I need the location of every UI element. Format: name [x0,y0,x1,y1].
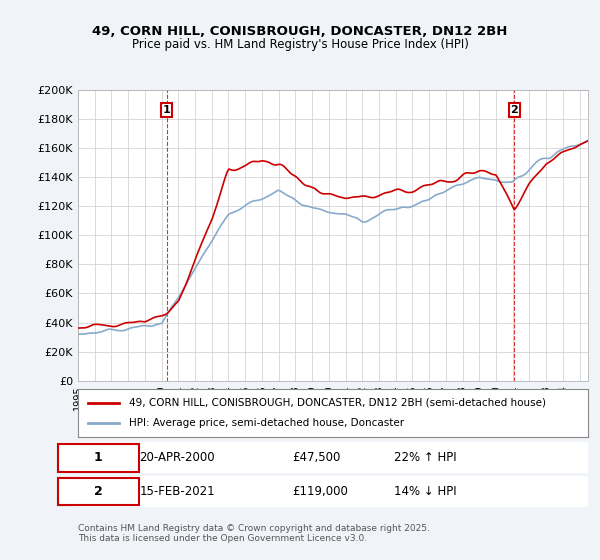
Text: 1: 1 [163,105,170,115]
Text: 15-FEB-2021: 15-FEB-2021 [139,485,215,498]
Text: 49, CORN HILL, CONISBROUGH, DONCASTER, DN12 2BH: 49, CORN HILL, CONISBROUGH, DONCASTER, D… [92,25,508,38]
FancyBboxPatch shape [58,444,139,472]
Text: 1: 1 [94,451,103,464]
Text: £119,000: £119,000 [292,485,348,498]
Text: Price paid vs. HM Land Registry's House Price Index (HPI): Price paid vs. HM Land Registry's House … [131,38,469,50]
Text: £47,500: £47,500 [292,451,341,464]
Text: 22% ↑ HPI: 22% ↑ HPI [394,451,457,464]
Text: 20-APR-2000: 20-APR-2000 [139,451,215,464]
Text: Contains HM Land Registry data © Crown copyright and database right 2025.
This d: Contains HM Land Registry data © Crown c… [78,524,430,543]
FancyBboxPatch shape [58,478,139,505]
Text: 2: 2 [94,485,103,498]
Text: HPI: Average price, semi-detached house, Doncaster: HPI: Average price, semi-detached house,… [129,418,404,428]
Text: 2: 2 [511,105,518,115]
Text: 14% ↓ HPI: 14% ↓ HPI [394,485,457,498]
Text: 49, CORN HILL, CONISBROUGH, DONCASTER, DN12 2BH (semi-detached house): 49, CORN HILL, CONISBROUGH, DONCASTER, D… [129,398,546,408]
